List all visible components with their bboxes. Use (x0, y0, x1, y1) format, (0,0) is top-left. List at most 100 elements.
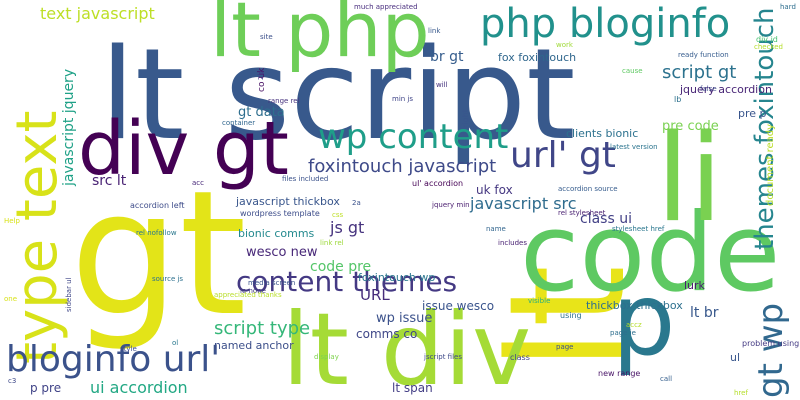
word: link (428, 27, 441, 35)
word: php bloginfo (480, 1, 731, 47)
word: site (260, 33, 273, 41)
word: pre code (662, 119, 719, 134)
word: uk fox (476, 183, 513, 197)
word: ie none (240, 287, 266, 295)
word: type text (5, 110, 70, 364)
word: media screen (248, 279, 296, 287)
word: problem using (742, 339, 800, 348)
word: lt span (392, 381, 433, 395)
word: new range (598, 369, 641, 378)
word: css (332, 211, 344, 219)
word: stylesheet href (612, 225, 665, 233)
word: much appreciated (354, 3, 418, 11)
word: one (4, 295, 18, 303)
word: href (734, 389, 748, 397)
word: p pre (30, 381, 62, 395)
word: link rel (320, 239, 344, 247)
word: c3 (8, 377, 17, 385)
word: foxintouch javascript (308, 156, 497, 177)
word: content themes (236, 265, 458, 298)
word: code pre (310, 259, 372, 275)
word: bloginfo url' (6, 339, 221, 380)
word: visible (528, 297, 551, 305)
word: div id (756, 35, 778, 44)
word: sidebar ul (65, 277, 73, 312)
word: br gt (430, 49, 464, 65)
word: includes (498, 239, 528, 247)
word: 2a (352, 199, 361, 207)
word: cause (622, 67, 643, 75)
word: url' gt (510, 135, 616, 176)
word: javascript src (470, 194, 577, 213)
word: using (560, 311, 582, 320)
word: text javascript (40, 4, 155, 23)
word: lurk (684, 279, 705, 292)
word: ready function (678, 51, 729, 59)
word: name (486, 225, 506, 233)
word: right (461, 109, 470, 128)
word: foxintouch wp (358, 271, 436, 284)
word: wp issue (376, 311, 433, 326)
word: hard (780, 3, 796, 11)
word: jscript files (424, 353, 462, 361)
word: gt wp (751, 302, 791, 398)
word: javascript jquery (61, 68, 77, 186)
word: fox foxintouch (498, 51, 577, 64)
word: ol (172, 339, 179, 347)
word: ul' accordion (412, 179, 464, 188)
word: gt (70, 153, 247, 354)
word: accordion source (558, 185, 618, 193)
word: jquery accordion (680, 83, 772, 96)
word: js gt (330, 218, 365, 237)
word: class ui (580, 211, 632, 227)
word: thickbox thickbox (586, 299, 683, 312)
word: ul (730, 351, 741, 364)
word: ui accordion (90, 378, 188, 397)
word: page (556, 343, 574, 351)
word: comms co (356, 327, 418, 341)
word: rel nofollow (136, 229, 177, 237)
word: call (660, 375, 673, 383)
word: wp content (318, 117, 509, 157)
word: gt data (238, 105, 285, 120)
word: script gt (662, 62, 737, 83)
word: lb (674, 95, 682, 104)
word: min js (392, 95, 414, 103)
word: lt div (282, 291, 532, 400)
word: class (510, 353, 530, 362)
word: will (436, 81, 448, 89)
word: appreciated thanks (214, 291, 282, 299)
word: javascript thickbox (236, 195, 340, 208)
word: bionic comms (238, 227, 315, 240)
word: lt script (100, 21, 576, 168)
word: wesco new (246, 245, 318, 260)
word: files included (282, 175, 329, 183)
word: acc (192, 179, 204, 187)
word: URL (360, 286, 390, 304)
word: wordpress template (240, 209, 320, 218)
word: false (700, 85, 717, 93)
word: code (520, 191, 781, 316)
word: page ie (610, 329, 636, 337)
word: li (656, 110, 723, 249)
word: work (556, 41, 573, 49)
word: clients bionic (566, 127, 639, 140)
word: container (222, 119, 256, 127)
word: div gt (78, 106, 289, 192)
word: checked (754, 43, 783, 51)
word: style (120, 345, 137, 353)
word: src lt (92, 173, 127, 189)
word: accordion left (130, 201, 185, 210)
word: script type (214, 318, 311, 339)
word: 2b (257, 71, 265, 80)
word: issue wesco (422, 299, 495, 313)
word: jquery min (432, 201, 470, 209)
word: latest version (610, 143, 658, 151)
word: range rel (268, 97, 300, 105)
word: lt php (210, 0, 430, 74)
word: accz (626, 321, 642, 329)
word: p (612, 261, 676, 378)
word: pre p (738, 107, 767, 120)
word: Help (4, 217, 20, 225)
